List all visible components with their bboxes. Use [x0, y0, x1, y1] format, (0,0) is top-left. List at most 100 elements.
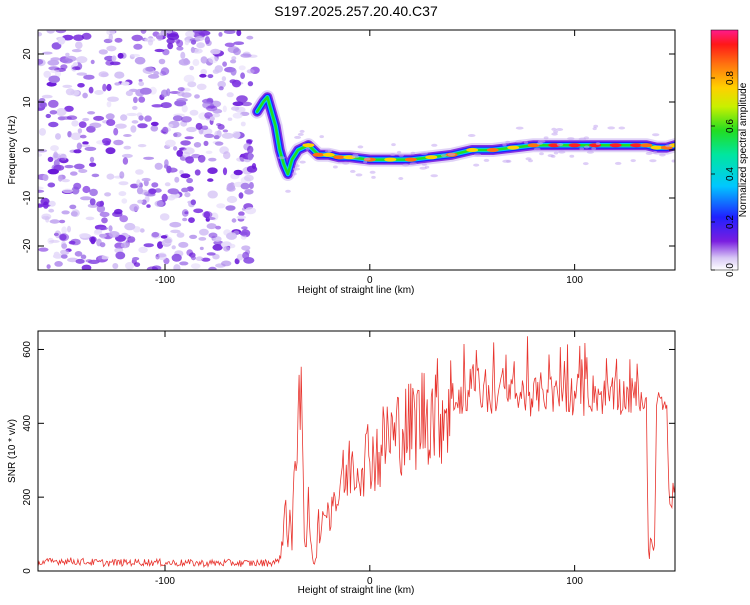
- noise-blob: [77, 83, 85, 88]
- noise-blob: [121, 81, 130, 86]
- noise-blob: [162, 126, 169, 135]
- noise-blob: [130, 53, 141, 57]
- noise-blob: [157, 241, 164, 249]
- noise-blob: [48, 121, 59, 128]
- noise-blob: [46, 30, 55, 34]
- noise-blob: [133, 262, 141, 267]
- noise-blob: [190, 39, 197, 45]
- noise-blob: [96, 201, 104, 207]
- ridge-speck: [355, 173, 363, 177]
- noise-blob: [76, 72, 88, 76]
- noise-blob: [189, 234, 198, 239]
- ridge-band: [255, 95, 675, 176]
- noise-blob: [139, 228, 145, 233]
- noise-blob: [139, 87, 152, 95]
- noise-blob: [186, 126, 197, 133]
- noise-blob: [221, 76, 227, 82]
- noise-blob: [181, 209, 189, 217]
- noise-blob: [38, 58, 44, 65]
- noise-blob: [232, 101, 244, 107]
- noise-blob: [240, 72, 246, 79]
- noise-blob: [114, 208, 123, 215]
- noise-blob: [57, 157, 66, 162]
- noise-blob: [168, 123, 174, 128]
- noise-blob: [147, 74, 160, 79]
- noise-blob: [206, 252, 216, 256]
- noise-blob: [170, 229, 181, 234]
- noise-blob: [207, 167, 218, 174]
- noise-blob: [210, 48, 221, 55]
- noise-blob: [184, 39, 190, 46]
- noise-blob: [87, 259, 100, 264]
- noise-blob: [55, 30, 67, 34]
- noise-blob: [66, 115, 78, 120]
- noise-blob: [208, 56, 219, 64]
- ridge-speck: [292, 167, 301, 171]
- noise-blob: [247, 152, 254, 161]
- noise-blob: [224, 42, 235, 47]
- snr-x-axis-label: Height of straight line (km): [298, 585, 415, 596]
- noise-blob: [45, 113, 51, 119]
- noise-blob: [62, 188, 74, 194]
- ridge-speck: [391, 143, 396, 147]
- ridge-peak: [609, 143, 622, 148]
- ridge-speck: [505, 159, 512, 163]
- noise-blob: [140, 30, 147, 34]
- spectrogram-y-axis-label: Frequency (Hz): [7, 116, 18, 185]
- noise-blob: [238, 192, 244, 199]
- noise-blob: [70, 171, 78, 176]
- noise-blob: [89, 236, 97, 243]
- noise-blob: [209, 116, 215, 121]
- noise-blob: [176, 98, 188, 102]
- noise-blob: [96, 205, 106, 213]
- ridge-speck: [277, 156, 286, 160]
- x-tick-label: -100: [155, 576, 175, 587]
- noise-blob: [73, 34, 84, 41]
- noise-blob: [53, 151, 58, 159]
- noise-blob: [200, 68, 207, 76]
- noise-blob: [150, 125, 159, 132]
- ridge-speck: [431, 143, 438, 147]
- snr-axes: -100 0 100 0 200 400 600: [22, 331, 675, 587]
- noise-blob: [228, 243, 236, 249]
- noise-blob: [101, 217, 108, 224]
- noise-blob: [48, 75, 60, 84]
- noise-blob: [185, 30, 195, 38]
- noise-blob: [131, 120, 139, 124]
- ridge-speck: [402, 163, 409, 167]
- noise-blob: [199, 73, 207, 78]
- noise-blob: [87, 111, 96, 115]
- noise-blob: [178, 241, 189, 248]
- noise-blob: [143, 156, 155, 160]
- ridge-speck: [645, 152, 653, 155]
- noise-blob: [46, 264, 51, 269]
- noise-blob: [174, 176, 180, 183]
- noise-blob: [167, 33, 180, 41]
- noise-blob: [115, 123, 127, 129]
- noise-blob: [117, 52, 124, 59]
- colorbar-ticks: 0.0 0.2 0.4 0.6 0.8: [711, 71, 736, 277]
- noise-blob: [244, 174, 254, 182]
- ridge-peak: [640, 143, 653, 148]
- noise-blob: [123, 134, 132, 137]
- noise-blob: [222, 129, 229, 133]
- noise-blob: [155, 254, 160, 260]
- ridge-speck: [349, 169, 356, 173]
- noise-blob: [91, 173, 100, 178]
- noise-blob: [71, 120, 79, 127]
- noise-blob: [244, 189, 254, 195]
- noise-blob: [90, 59, 95, 65]
- x-tick-label: 100: [566, 576, 583, 587]
- noise-blob: [163, 257, 170, 265]
- noise-blob: [240, 234, 247, 240]
- ridge-speck: [595, 142, 601, 146]
- noise-blob: [217, 80, 226, 88]
- noise-blob: [176, 149, 184, 157]
- ridge-peak: [333, 155, 346, 160]
- noise-blob: [190, 46, 195, 54]
- noise-blob: [72, 62, 79, 67]
- noise-blob: [75, 41, 83, 49]
- noise-blob: [154, 200, 164, 207]
- noise-blob: [89, 122, 102, 129]
